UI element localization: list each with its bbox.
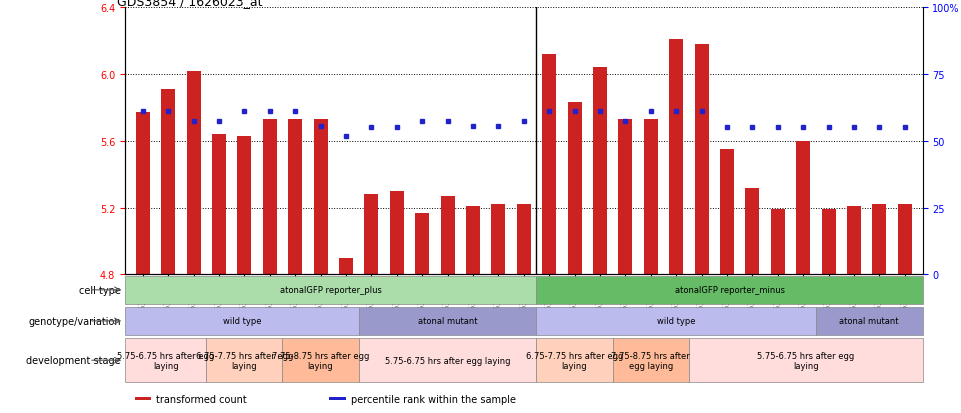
Bar bbox=[873, 205, 886, 275]
Bar bbox=[390, 191, 404, 275]
Text: 6.75-7.75 hrs after egg
laying: 6.75-7.75 hrs after egg laying bbox=[526, 351, 624, 370]
Bar bbox=[288, 120, 302, 275]
Text: cell type: cell type bbox=[79, 285, 121, 295]
FancyBboxPatch shape bbox=[283, 339, 358, 382]
Bar bbox=[669, 40, 683, 275]
Text: 7.75-8.75 hrs after
egg laying: 7.75-8.75 hrs after egg laying bbox=[611, 351, 690, 370]
FancyBboxPatch shape bbox=[358, 339, 536, 382]
Bar bbox=[136, 113, 150, 275]
Text: atonal mutant: atonal mutant bbox=[840, 317, 899, 325]
FancyBboxPatch shape bbox=[536, 339, 613, 382]
Text: transformed count: transformed count bbox=[156, 394, 247, 404]
Bar bbox=[593, 68, 607, 275]
Bar bbox=[237, 136, 252, 275]
FancyBboxPatch shape bbox=[613, 339, 689, 382]
Bar bbox=[822, 210, 835, 275]
Bar bbox=[313, 120, 328, 275]
Text: genotype/variation: genotype/variation bbox=[28, 316, 121, 326]
Text: 7.75-8.75 hrs after egg
laying: 7.75-8.75 hrs after egg laying bbox=[272, 351, 369, 370]
Bar bbox=[415, 213, 430, 275]
Bar bbox=[364, 195, 379, 275]
Text: 5.75-6.75 hrs after egg laying: 5.75-6.75 hrs after egg laying bbox=[384, 356, 510, 365]
Bar bbox=[720, 150, 734, 275]
FancyBboxPatch shape bbox=[689, 339, 923, 382]
Bar bbox=[542, 55, 556, 275]
Text: atonalGFP reporter_plus: atonalGFP reporter_plus bbox=[280, 286, 382, 294]
Text: wild type: wild type bbox=[657, 317, 696, 325]
Bar bbox=[746, 188, 759, 275]
Text: 5.75-6.75 hrs after egg
laying: 5.75-6.75 hrs after egg laying bbox=[117, 351, 214, 370]
Bar bbox=[339, 258, 353, 275]
Bar bbox=[161, 90, 175, 275]
Text: atonalGFP reporter_minus: atonalGFP reporter_minus bbox=[675, 286, 784, 294]
FancyBboxPatch shape bbox=[125, 276, 536, 304]
Text: GDS3854 / 1626023_at: GDS3854 / 1626023_at bbox=[117, 0, 262, 8]
Text: percentile rank within the sample: percentile rank within the sample bbox=[351, 394, 516, 404]
Bar bbox=[440, 197, 455, 275]
FancyBboxPatch shape bbox=[536, 276, 923, 304]
FancyBboxPatch shape bbox=[536, 307, 816, 335]
FancyBboxPatch shape bbox=[125, 339, 207, 382]
Bar bbox=[644, 120, 657, 275]
Text: atonal mutant: atonal mutant bbox=[418, 317, 478, 325]
Bar bbox=[186, 71, 201, 275]
Bar bbox=[262, 120, 277, 275]
Text: development stage: development stage bbox=[26, 355, 121, 366]
FancyBboxPatch shape bbox=[358, 307, 536, 335]
Text: 6.75-7.75 hrs after egg
laying: 6.75-7.75 hrs after egg laying bbox=[196, 351, 293, 370]
Bar bbox=[847, 206, 861, 275]
FancyBboxPatch shape bbox=[816, 307, 923, 335]
Bar bbox=[618, 120, 632, 275]
Bar bbox=[466, 206, 480, 275]
Bar bbox=[517, 205, 530, 275]
Text: wild type: wild type bbox=[223, 317, 261, 325]
Text: 5.75-6.75 hrs after egg
laying: 5.75-6.75 hrs after egg laying bbox=[757, 351, 854, 370]
Bar bbox=[771, 210, 785, 275]
Bar bbox=[212, 135, 226, 275]
Bar bbox=[898, 205, 912, 275]
Bar bbox=[135, 397, 151, 400]
FancyBboxPatch shape bbox=[125, 307, 358, 335]
Bar bbox=[695, 45, 708, 275]
Bar bbox=[491, 205, 505, 275]
Bar bbox=[568, 103, 581, 275]
FancyBboxPatch shape bbox=[207, 339, 283, 382]
Bar bbox=[329, 397, 346, 400]
Bar bbox=[796, 142, 810, 275]
